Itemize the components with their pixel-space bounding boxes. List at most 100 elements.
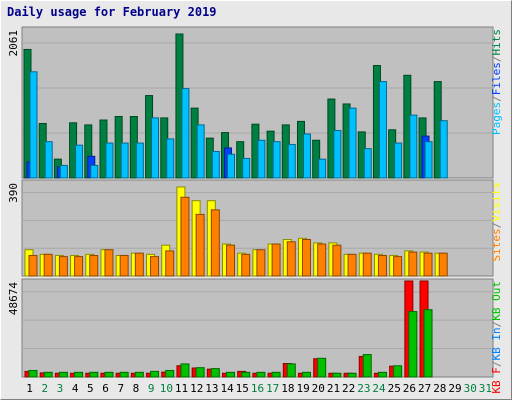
- bar-visits-sites: [43, 253, 53, 277]
- bar-requests-pages: [151, 117, 160, 179]
- x-tick-label: 7: [117, 382, 124, 395]
- legend-label: Sites: [490, 228, 503, 261]
- bar-visits-sites: [362, 252, 372, 277]
- bar-visits-sites: [347, 253, 357, 277]
- bar-traffic-kb-out: [362, 354, 372, 378]
- x-tick-label: 23: [357, 382, 370, 395]
- panel-traffic-legend: KB F/KB In/KB Out: [490, 281, 503, 394]
- x-tick-label: 24: [372, 382, 386, 395]
- bar-traffic-kb-out: [256, 371, 266, 378]
- x-tick-label: 14: [220, 382, 234, 395]
- bar-visits-sites: [317, 243, 327, 277]
- x-tick-label: 2: [41, 382, 48, 395]
- bar-requests-pages: [287, 143, 296, 179]
- x-tick-label: 21: [327, 382, 340, 395]
- bar-requests-pages: [105, 142, 114, 179]
- bar-visits-sites: [241, 253, 251, 277]
- bar-traffic-kb-out: [180, 363, 190, 378]
- bar-traffic-kb-out: [317, 357, 327, 378]
- bar-requests-pages: [439, 120, 448, 179]
- x-tick-label: 28: [433, 382, 446, 395]
- x-tick-label: 9: [148, 382, 155, 395]
- panel-requests-legend: Pages/Files/Hits: [490, 29, 503, 135]
- legend-label: KB Out: [490, 281, 503, 321]
- x-tick-label: 6: [102, 382, 109, 395]
- bar-visits-sites: [195, 213, 205, 277]
- bar-requests-pages: [333, 129, 342, 179]
- bar-visits-sites: [393, 256, 403, 277]
- x-tick-label: 25: [388, 382, 401, 395]
- bar-traffic-kb-out: [301, 371, 311, 378]
- bar-requests-pages: [166, 138, 175, 179]
- bar-requests-pages: [378, 81, 387, 179]
- x-tick-label: 29: [448, 382, 461, 395]
- bar-traffic-kb-out: [104, 371, 114, 378]
- x-tick-label: 27: [418, 382, 431, 395]
- bar-traffic-kb-out: [393, 365, 403, 378]
- bar-requests-pages: [424, 141, 433, 179]
- legend-label: /: [490, 321, 503, 328]
- bar-traffic-kb-out: [241, 371, 251, 378]
- x-tick-label: 16: [251, 382, 264, 395]
- bar-traffic-kb-out: [347, 372, 357, 378]
- bar-visits-sites: [271, 243, 281, 277]
- panel-traffic-ymax-label: 48674: [7, 282, 20, 315]
- bar-requests-pages: [272, 141, 281, 179]
- x-tick-label: 30: [464, 382, 477, 395]
- bar-requests-pages: [75, 144, 84, 179]
- x-tick-label: 8: [133, 382, 140, 395]
- legend-label: KB F: [490, 367, 503, 394]
- x-tick-label: 13: [205, 382, 218, 395]
- x-tick-label: 4: [72, 382, 79, 395]
- panel-visits-ymax-label: 390: [7, 183, 20, 203]
- x-tick-label: 22: [342, 382, 355, 395]
- bar-requests-pages: [181, 88, 190, 179]
- bar-requests-pages: [211, 150, 220, 179]
- x-tick-label: 11: [175, 382, 188, 395]
- x-tick-label: 31: [479, 382, 492, 395]
- bar-requests-pages: [363, 148, 372, 179]
- bar-requests-pages: [257, 139, 266, 179]
- bar-traffic-kb-out: [58, 371, 68, 378]
- bar-visits-sites: [377, 254, 387, 277]
- bar-requests-pages: [318, 158, 327, 179]
- bar-visits-sites: [58, 256, 68, 277]
- bar-requests-pages: [29, 71, 38, 179]
- bar-requests-pages: [196, 124, 205, 179]
- bar-visits-sites: [104, 249, 114, 277]
- bar-visits-sites: [332, 244, 342, 277]
- legend-label: KB In: [490, 327, 503, 360]
- bar-visits-sites: [134, 252, 144, 277]
- legend-label: /: [490, 95, 503, 102]
- bar-requests-pages: [348, 107, 357, 179]
- bar-requests-pages: [409, 114, 418, 179]
- legend-label: Visits: [490, 182, 503, 222]
- x-tick-label: 20: [312, 382, 325, 395]
- bar-visits-sites: [301, 238, 311, 277]
- bar-visits-sites: [28, 254, 38, 277]
- bar-requests-pages: [242, 157, 251, 179]
- bar-requests-pages: [394, 142, 403, 179]
- bar-visits-sites: [180, 196, 190, 277]
- bar-traffic-kb-out: [74, 371, 84, 378]
- x-tick-label: 17: [266, 382, 279, 395]
- bar-traffic-kb-out: [286, 363, 296, 378]
- legend-label: /: [490, 222, 503, 229]
- bar-visits-sites: [74, 256, 84, 277]
- x-tick-label: 18: [281, 382, 294, 395]
- legend-label: Hits: [490, 29, 503, 56]
- legend-label: Pages: [490, 102, 503, 135]
- bar-requests-pages: [302, 133, 311, 179]
- x-tick-label: 5: [87, 382, 94, 395]
- bar-requests-pages: [135, 142, 144, 179]
- x-tick-label: 12: [190, 382, 203, 395]
- bar-requests-pages: [59, 164, 68, 179]
- x-tick-label: 10: [160, 382, 173, 395]
- bar-requests-pages: [227, 153, 236, 179]
- x-tick-label: 1: [26, 382, 33, 395]
- bar-traffic-kb-out: [226, 371, 236, 378]
- bar-traffic-kb-out: [134, 371, 144, 378]
- bar-visits-sites: [165, 250, 175, 277]
- x-tick-label: 19: [296, 382, 309, 395]
- bar-visits-sites: [119, 254, 129, 277]
